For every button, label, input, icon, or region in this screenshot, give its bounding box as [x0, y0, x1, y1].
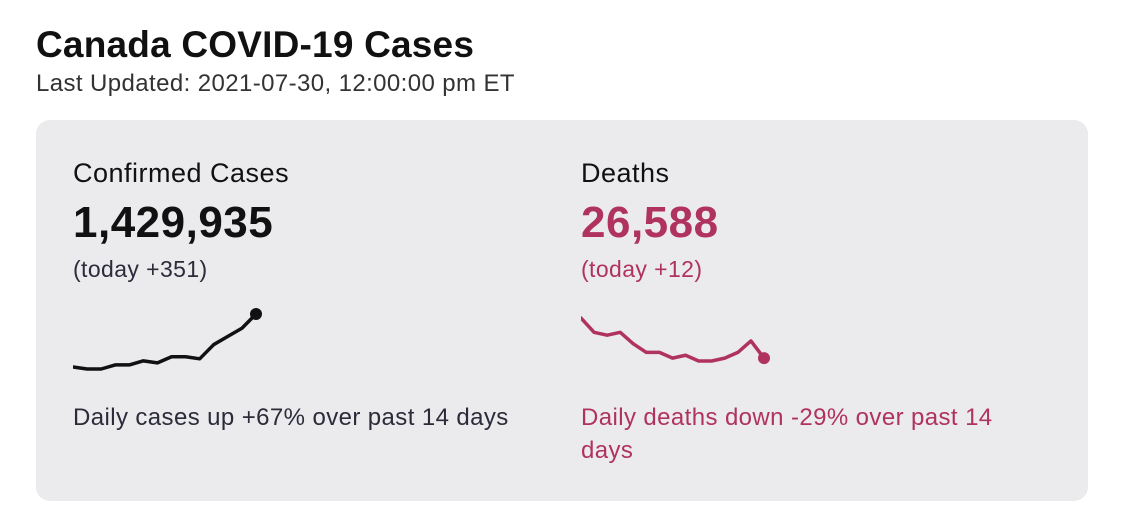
last-updated: Last Updated: 2021-07-30, 12:00:00 pm ET [36, 70, 515, 97]
stats-card: Confirmed Cases 1,429,935 (today +351) D… [36, 120, 1088, 501]
cases-trend: Daily cases up +67% over past 14 days [73, 404, 509, 431]
deaths-trend: Daily deaths down -29% over past 14 days [581, 404, 993, 464]
cases-value: 1,429,935 [73, 198, 274, 247]
cases-sparkline [73, 308, 262, 371]
deaths-sparkline-line [581, 316, 766, 363]
cases-label: Confirmed Cases [73, 158, 290, 188]
deaths-sparkline [581, 316, 770, 365]
cases-sparkline-line [73, 312, 258, 371]
deaths-label: Deaths [581, 158, 670, 188]
deaths-sparkline-end-dot [758, 352, 770, 365]
deaths-today: (today +12) [581, 256, 703, 282]
page-title: Canada COVID-19 Cases [36, 24, 475, 65]
deaths-value: 26,588 [581, 198, 719, 247]
cases-sparkline-end-dot [250, 308, 262, 320]
cases-today: (today +351) [73, 256, 208, 282]
